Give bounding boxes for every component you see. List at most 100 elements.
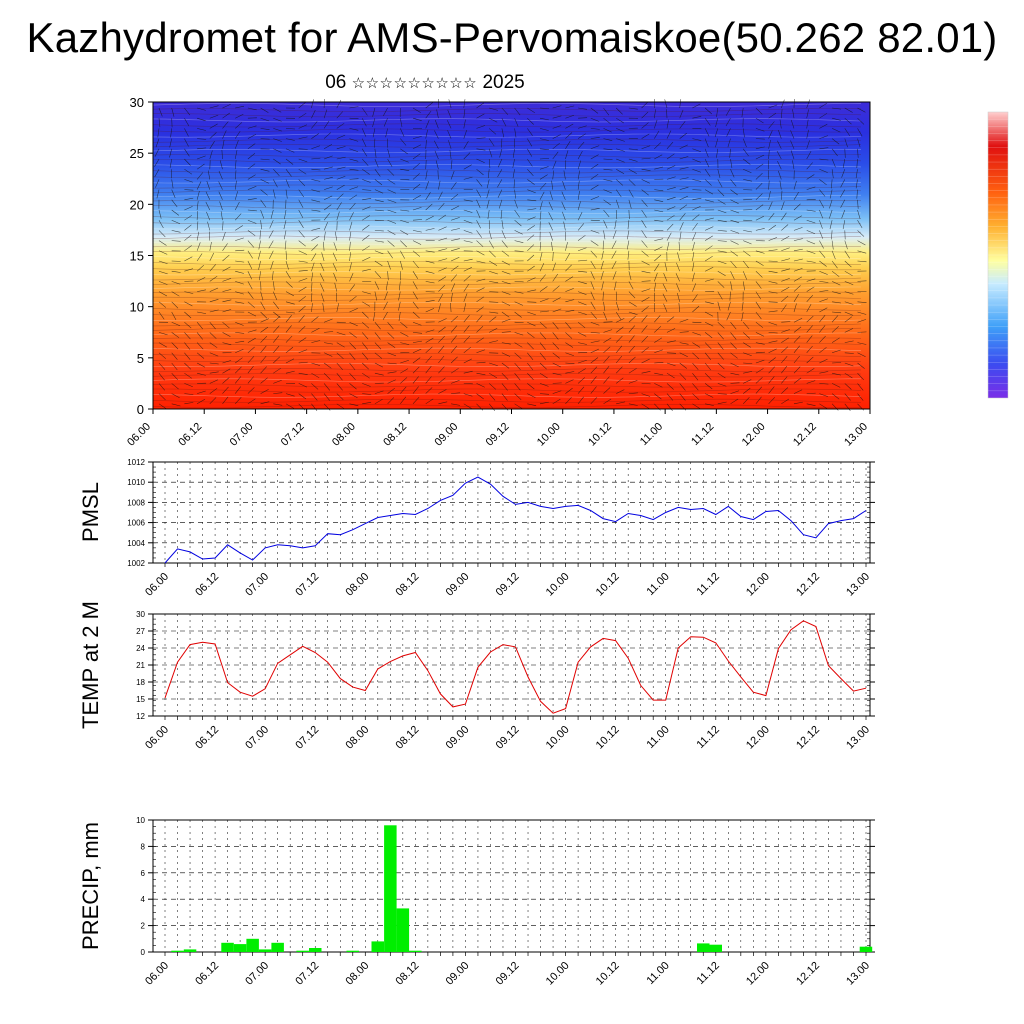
wind-vector [679,186,689,190]
wind-vector [793,401,803,405]
wind-vector [578,291,587,295]
wind-vector [692,222,698,231]
wind-vector [247,240,255,248]
wind-vector [514,230,523,235]
wind-vector [857,383,864,391]
wind-vector [679,352,688,357]
wind-vector [298,286,307,292]
wind-vector [209,264,216,272]
wind-vector [552,352,560,359]
wind-vector [615,345,623,353]
wind-vector [311,292,313,302]
wind-vector [451,403,461,406]
wind-vector [781,99,785,109]
wind-vector [311,362,321,366]
wind-vector [311,145,320,150]
wind-vector [425,181,429,190]
wind-vector [857,230,865,237]
wind-vector [779,180,782,190]
wind-vector [548,201,553,211]
wind-vector [552,332,559,340]
wind-vector [285,138,295,141]
wind-vector [539,201,543,211]
wind-vector [616,401,626,405]
wind-vector [603,387,611,394]
wind-vector [603,107,610,116]
wind-vector [856,158,858,169]
wind-vector [664,262,668,272]
wind-vector [552,308,562,313]
wind-vector [781,387,789,394]
x-tick-label: 12.00 [744,960,772,988]
wind-vector [447,120,452,129]
wind-vector [678,241,680,251]
x-tick-label: 07.00 [243,960,271,988]
wind-vector [247,281,253,290]
wind-vector [235,321,244,326]
wind-vector [476,383,485,388]
wind-vector [412,281,418,290]
wind-vector [565,276,574,282]
y-tick-label: 1010 [127,478,145,487]
wind-vector [602,291,604,301]
wind-vector [857,128,863,137]
wind-vector [362,372,370,379]
wind-vector [819,325,826,333]
wind-vector [374,352,383,359]
wind-vector [578,311,587,315]
wind-vector [730,362,739,368]
wind-vector [654,219,664,222]
wind-vector [717,240,727,242]
wind-vector [476,189,482,198]
wind-vector [311,227,321,231]
wind-vector [832,107,842,110]
wind-vector [717,362,725,370]
wind-vector [438,214,446,221]
wind-vector [616,168,625,174]
wind-vector [196,277,206,282]
wind-vector [476,306,484,313]
wind-vector [247,376,254,384]
wind-vector [565,264,572,272]
wind-vector [844,240,848,250]
wind-vector [616,366,623,374]
wind-vector [730,240,739,245]
wind-vector [476,337,485,343]
wind-vector [641,199,648,207]
x-tick-label: 11.12 [689,421,716,448]
wind-vector [514,199,518,209]
wind-vector [730,260,737,268]
wind-vector [514,240,524,243]
wind-vector [678,302,680,313]
y-axis-label: PRECIP, mm [78,822,103,950]
wind-vector [400,368,409,374]
wind-vector [641,250,649,257]
wind-vector [196,342,204,350]
wind-vector [654,326,662,333]
wind-vector [196,332,203,340]
wind-vector [171,393,180,399]
wind-vector [527,342,534,350]
wind-vector [400,321,408,329]
wind-vector [755,377,763,384]
wind-vector [184,234,192,241]
wind-vector [514,128,517,138]
wind-vector [768,104,778,109]
wind-vector [539,401,549,405]
wind-vector [565,141,571,149]
wind-vector [488,148,493,158]
wind-vector [349,128,359,131]
wind-vector [819,250,826,258]
wind-vector [806,250,816,254]
isotherm-line [152,220,862,225]
wind-vector [209,352,219,357]
wind-vector [184,128,189,137]
wind-vector [450,368,459,374]
wind-vector [755,128,765,132]
wind-vector [527,189,536,194]
wind-vector [235,122,243,129]
wind-vector [311,133,319,139]
wind-vector [234,160,237,170]
wind-vector [664,99,668,109]
